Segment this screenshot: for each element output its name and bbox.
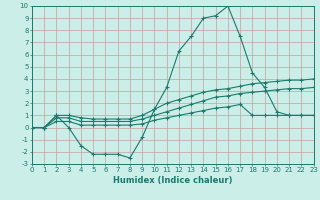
- X-axis label: Humidex (Indice chaleur): Humidex (Indice chaleur): [113, 176, 233, 185]
